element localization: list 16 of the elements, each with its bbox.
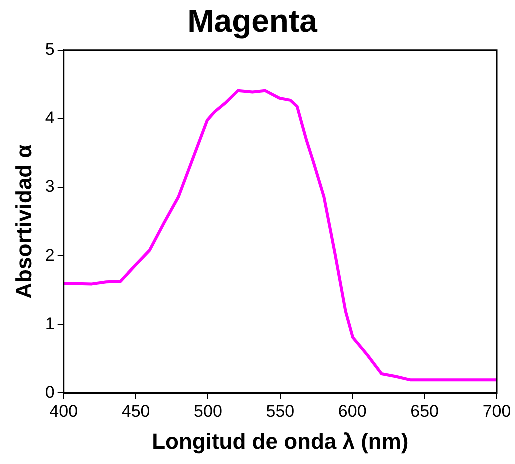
x-tick-label: 700	[482, 402, 512, 422]
x-tick-label: 600	[338, 402, 367, 422]
y-tick-label: 0	[45, 382, 55, 402]
x-tick-label: 550	[266, 402, 295, 422]
y-tick-label: 4	[45, 108, 55, 128]
y-tick-label: 5	[45, 40, 55, 60]
y-tick-label: 3	[45, 177, 55, 196]
chart-title: Magenta	[188, 3, 318, 40]
y-tick-label: 2	[45, 246, 55, 265]
x-tick-label: 400	[50, 402, 78, 422]
y-axis-title: Absortividad α	[11, 144, 36, 299]
x-tick-label: 450	[122, 402, 150, 422]
x-axis-title: Longitud de onda λ (nm)	[152, 428, 409, 454]
x-tick-label: 500	[194, 402, 222, 422]
x-tick-label: 650	[410, 402, 439, 422]
y-tick-label: 1	[45, 314, 55, 334]
